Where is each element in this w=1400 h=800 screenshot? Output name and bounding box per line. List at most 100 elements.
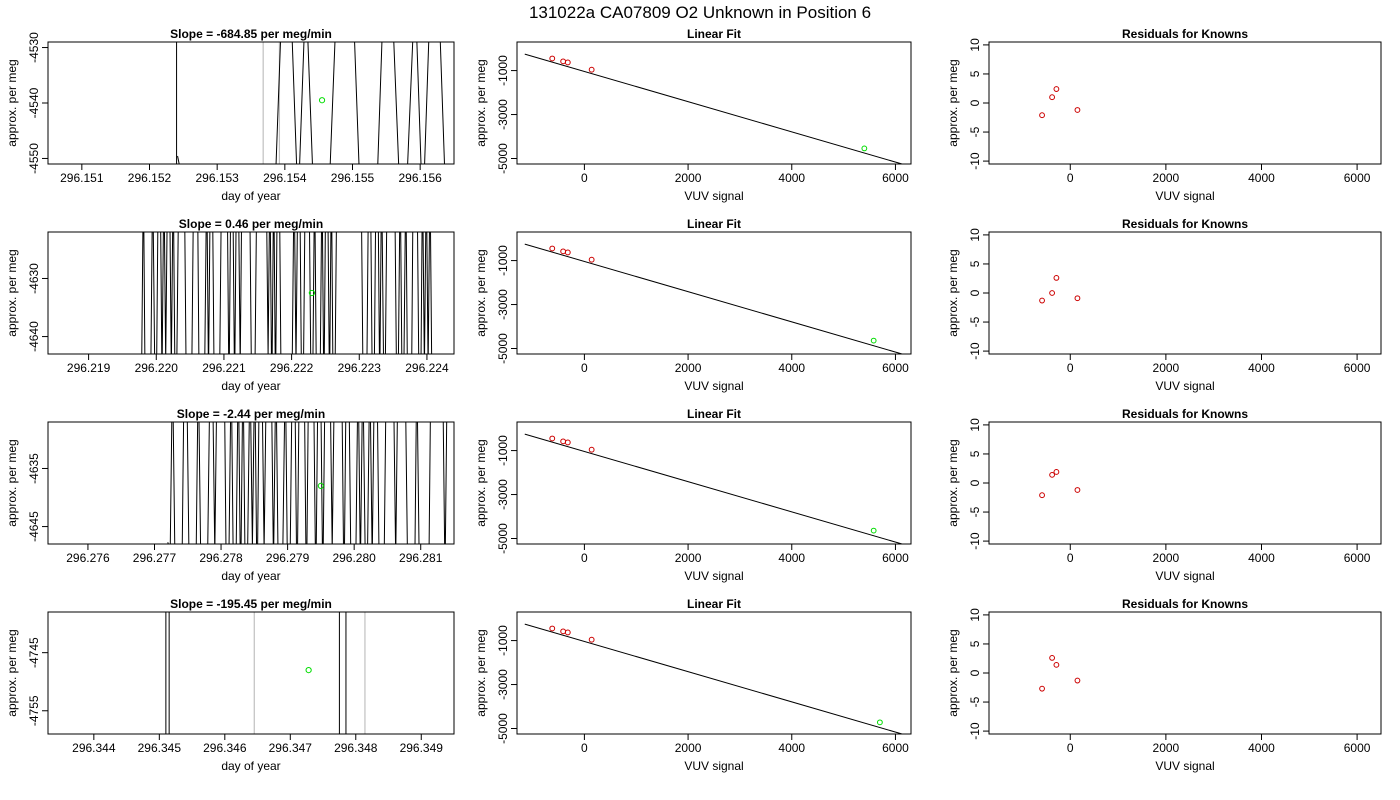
chart-panel: Linear Fit 0 2000 4000 6000 -1000 -3000 -5000 VU… xyxy=(474,597,912,773)
residual-point xyxy=(1039,685,1045,692)
residual-point xyxy=(1053,274,1060,281)
y-axis-label: approx. per meg xyxy=(5,249,19,336)
x-tick-label: 6000 xyxy=(882,741,909,755)
fit-line xyxy=(524,243,904,354)
x-tick-label: 2000 xyxy=(1153,361,1180,375)
x-axis-label: VUV signal xyxy=(684,379,743,393)
known-point xyxy=(560,438,567,445)
panel-title: Residuals for Knowns xyxy=(1122,27,1248,41)
x-tick-label: 4000 xyxy=(778,171,805,185)
x-tick-label: 2000 xyxy=(1153,171,1180,185)
y-axis-label: approx. per meg xyxy=(474,439,488,526)
chart-panel: Linear Fit 0 2000 4000 6000 -1000 -3000 -5000 VU… xyxy=(474,27,912,203)
x-tick-label: 296.347 xyxy=(269,741,313,755)
x-tick-label: 0 xyxy=(1067,361,1074,375)
y-tick-label: 5 xyxy=(968,260,982,267)
x-tick-label: 0 xyxy=(1067,551,1074,565)
y-tick-label: -4645 xyxy=(27,511,41,542)
y-tick-label: -5000 xyxy=(496,523,510,554)
chart-panel: Slope = -684.85 per meg/min 296.151 296.15… xyxy=(5,27,455,203)
x-tick-label: 0 xyxy=(581,171,588,185)
panel-title: Residuals for Knowns xyxy=(1122,597,1248,611)
known-point xyxy=(560,248,567,255)
x-axis-label: VUV signal xyxy=(684,189,743,203)
x-tick-label: 296.277 xyxy=(133,551,177,565)
x-tick-label: 296.155 xyxy=(331,171,375,185)
chart-panel: Residuals for Knowns 0 2000 4000 6000 10 5 0 -5 -… xyxy=(946,217,1382,393)
panel-title: Linear Fit xyxy=(687,407,741,421)
x-tick-label: 6000 xyxy=(882,171,909,185)
x-tick-label: 296.281 xyxy=(399,551,443,565)
known-point xyxy=(549,625,556,632)
residual-point xyxy=(1049,471,1056,478)
known-point xyxy=(564,439,571,446)
plot-frame xyxy=(47,231,455,355)
trace-line xyxy=(167,422,448,544)
x-tick-label: 296.280 xyxy=(332,551,376,565)
x-axis-label: day of year xyxy=(221,379,280,393)
x-tick-label: 296.279 xyxy=(266,551,310,565)
x-tick-label: 2000 xyxy=(1153,741,1180,755)
x-tick-label: 296.154 xyxy=(263,171,307,185)
y-axis-label: approx. per meg xyxy=(946,59,960,146)
residual-point xyxy=(1074,107,1081,113)
y-tick-label: -1000 xyxy=(496,245,510,276)
panel-title: Slope = -2.44 per meg/min xyxy=(177,407,325,421)
fit-line xyxy=(524,433,904,544)
plot-frame xyxy=(516,421,912,545)
y-tick-label: -10 xyxy=(968,152,982,170)
chart-panel: Residuals for Knowns 0 2000 4000 6000 10 5 0 -5 -… xyxy=(946,597,1382,773)
known-point xyxy=(588,66,595,73)
x-tick-label: 6000 xyxy=(1344,551,1371,565)
y-tick-label: -5 xyxy=(968,316,982,327)
known-point xyxy=(588,446,595,453)
residual-point xyxy=(1074,677,1081,684)
plot-frame xyxy=(988,611,1382,735)
unknown-point xyxy=(305,666,312,674)
y-tick-label: -10 xyxy=(968,722,982,740)
y-axis-label: approx. per meg xyxy=(946,249,960,336)
panel-title: Slope = -195.45 per meg/min xyxy=(170,597,332,611)
residual-point xyxy=(1053,86,1060,92)
unknown-point xyxy=(870,337,877,344)
y-tick-label: 10 xyxy=(968,418,982,432)
chart-panel: Residuals for Knowns 0 2000 4000 6000 10 5 0 -5 -… xyxy=(946,407,1382,583)
x-axis-label: VUV signal xyxy=(684,759,743,773)
y-tick-label: -4540 xyxy=(27,87,41,118)
x-axis-label: day of year xyxy=(221,569,280,583)
x-tick-label: 296.349 xyxy=(400,741,444,755)
y-tick-label: -1000 xyxy=(496,55,510,86)
x-axis-label: VUV signal xyxy=(1155,379,1214,393)
panel-title: Linear Fit xyxy=(687,27,741,41)
fit-line xyxy=(524,53,904,164)
x-tick-label: 296.278 xyxy=(199,551,243,565)
chart-panel: Linear Fit 0 2000 4000 6000 -1000 -3000 -5000 VU… xyxy=(474,407,912,583)
x-axis-label: VUV signal xyxy=(684,569,743,583)
x-tick-label: 4000 xyxy=(778,741,805,755)
y-tick-label: 5 xyxy=(968,450,982,457)
known-point xyxy=(560,628,567,635)
x-tick-label: 296.344 xyxy=(72,741,116,755)
x-tick-label: 4000 xyxy=(1248,551,1275,565)
y-axis-label: approx. per meg xyxy=(5,439,19,526)
y-axis-label: approx. per meg xyxy=(474,59,488,146)
plot-frame xyxy=(516,41,912,165)
y-tick-label: -4640 xyxy=(27,321,41,352)
plot-frame xyxy=(988,231,1382,355)
x-tick-label: 296.222 xyxy=(270,361,314,375)
y-tick-label: -10 xyxy=(968,342,982,360)
y-tick-label: -5000 xyxy=(496,143,510,174)
x-tick-label: 2000 xyxy=(675,361,702,375)
residual-point xyxy=(1039,492,1045,499)
y-tick-label: -5000 xyxy=(496,333,510,364)
y-tick-label: -4755 xyxy=(27,695,41,726)
x-axis-label: VUV signal xyxy=(1155,569,1214,583)
panel-title: Residuals for Knowns xyxy=(1122,407,1248,421)
known-point xyxy=(564,59,571,66)
y-tick-label: -4630 xyxy=(27,263,41,294)
plot-area xyxy=(176,42,445,164)
x-tick-label: 4000 xyxy=(778,551,805,565)
known-point xyxy=(560,58,567,65)
x-tick-label: 296.219 xyxy=(67,361,111,375)
